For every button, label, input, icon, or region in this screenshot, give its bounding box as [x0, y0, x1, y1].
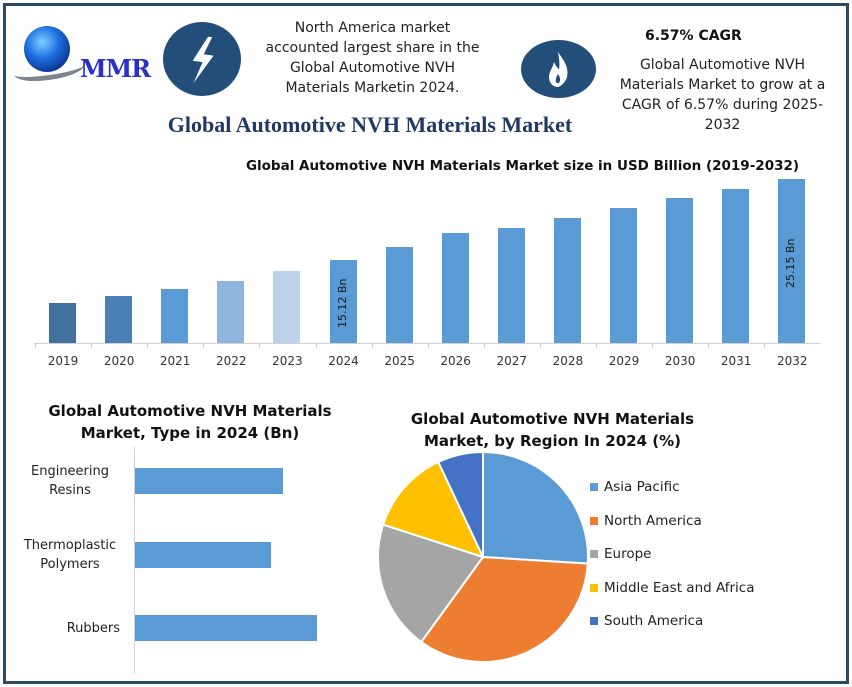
legend-swatch — [590, 617, 598, 625]
page-title: Global Automotive NVH Materials Market — [167, 112, 573, 137]
x-tick-label: 2020 — [103, 354, 135, 368]
x-tick-label: 2027 — [496, 354, 528, 368]
data-label: 15.12 Bn — [335, 278, 349, 328]
cagr-info: Global Automotive NVH Materials Market t… — [605, 55, 840, 135]
info-line: Global Automotive NVH — [639, 57, 806, 73]
legend-label: Asia Pacific — [604, 479, 680, 495]
x-tick-label: 2031 — [720, 354, 752, 368]
bar-rubbers — [135, 615, 317, 641]
bar-2030 — [666, 198, 694, 343]
legend-item: North America — [590, 513, 702, 529]
pie-slice-middle-east-and-africa — [381, 460, 485, 559]
legend-label: South America — [604, 613, 704, 629]
bar-2025 — [385, 247, 413, 343]
lightning-icon — [163, 22, 241, 96]
bar-2027 — [497, 228, 525, 343]
legend-label: Middle East and Africa — [604, 579, 755, 596]
x-tick — [764, 343, 766, 348]
y-axis — [134, 447, 135, 673]
x-tick — [427, 343, 429, 348]
x-tick — [315, 343, 317, 348]
market-size-chart-title: Global Automotive NVH Materials Market s… — [245, 158, 800, 174]
x-tick-label: 2022 — [216, 354, 247, 368]
x-tick — [708, 343, 710, 348]
bar-engineering-resins — [135, 468, 283, 494]
x-tick-label: 2028 — [552, 354, 584, 368]
cagr-title: 6.57% CAGR — [645, 28, 742, 44]
info-line: Global Automotive NVH — [289, 60, 456, 76]
north-america-info: North America market accounted largest s… — [250, 18, 495, 98]
x-tick — [147, 343, 149, 348]
x-tick — [371, 343, 373, 348]
y-tick-label: Rubbers — [66, 620, 120, 636]
bar-2021 — [161, 289, 189, 343]
bar-2028 — [553, 218, 581, 343]
x-tick — [203, 343, 205, 348]
bar-2023 — [273, 271, 301, 343]
pie-slice-europe — [377, 523, 485, 644]
bar-2022 — [217, 281, 245, 343]
x-tick-label: 2026 — [440, 354, 471, 368]
info-line: accounted largest share in the — [265, 40, 480, 56]
legend-label: Europe — [604, 546, 652, 562]
legend-swatch — [590, 483, 598, 491]
x-tick-label: 2030 — [664, 354, 696, 368]
legend-item: Middle East and Africa — [590, 580, 755, 596]
bar-2024 — [329, 260, 357, 343]
type-chart-title: Global Automotive NVH Materials Market, T… — [48, 402, 332, 442]
logo-text: MMR — [80, 54, 151, 83]
x-tick-label: 2023 — [272, 354, 303, 368]
bar-2031 — [722, 189, 750, 343]
x-tick-label: 2021 — [159, 354, 191, 368]
legend-swatch — [590, 583, 598, 592]
bar-2020 — [105, 296, 133, 343]
legend-swatch — [590, 516, 598, 525]
x-tick-label: 2019 — [47, 354, 79, 368]
pie-slice-north-america — [419, 555, 589, 663]
info-line: Materials Marketin 2024. — [285, 80, 460, 96]
bar-thermoplastic-polymers — [135, 542, 271, 568]
legend-item: Europe — [590, 546, 651, 562]
legend-item: South America — [590, 613, 703, 629]
info-line: North America market — [294, 20, 451, 36]
bar-2032 — [778, 179, 806, 343]
bar-2029 — [610, 208, 637, 343]
x-tick-label: 2032 — [777, 354, 808, 368]
region-pie-chart — [377, 450, 589, 663]
pie-slice-south-america — [436, 450, 484, 558]
bar-2026 — [441, 233, 469, 343]
legend-item: Asia Pacific — [590, 479, 680, 495]
x-tick — [652, 343, 654, 348]
info-line: 2032 — [704, 117, 741, 133]
x-tick — [596, 343, 597, 348]
title-line: Global Automotive NVH Materials — [410, 410, 695, 428]
pie-slice-asia-pacific — [482, 450, 589, 565]
region-chart-title: Global Automotive NVH Materials Market, … — [395, 408, 710, 452]
x-tick — [539, 343, 541, 348]
x-tick — [483, 343, 485, 348]
info-line: Materials Market to grow at a — [619, 77, 826, 93]
legend-label: North America — [604, 512, 702, 529]
bar-2019 — [49, 303, 76, 343]
y-tick-label: Engineering Resins — [31, 464, 109, 498]
info-line: CAGR of 6.57% during 2025- — [621, 97, 824, 113]
x-tick — [259, 343, 261, 348]
data-label: 25.15 Bn — [784, 238, 798, 288]
title-line: Market, by Region In 2024 (%) — [423, 432, 682, 450]
globe-icon — [24, 26, 70, 72]
x-tick-label: 2024 — [328, 354, 359, 368]
x-axis — [34, 343, 820, 344]
legend-swatch — [590, 550, 598, 558]
y-tick-label: Thermoplastic Polymers — [23, 538, 117, 572]
x-tick — [91, 343, 93, 348]
x-tick — [35, 343, 36, 348]
x-tick-label: 2029 — [608, 354, 640, 368]
x-tick-label: 2025 — [384, 354, 415, 368]
flame-icon — [521, 40, 596, 98]
